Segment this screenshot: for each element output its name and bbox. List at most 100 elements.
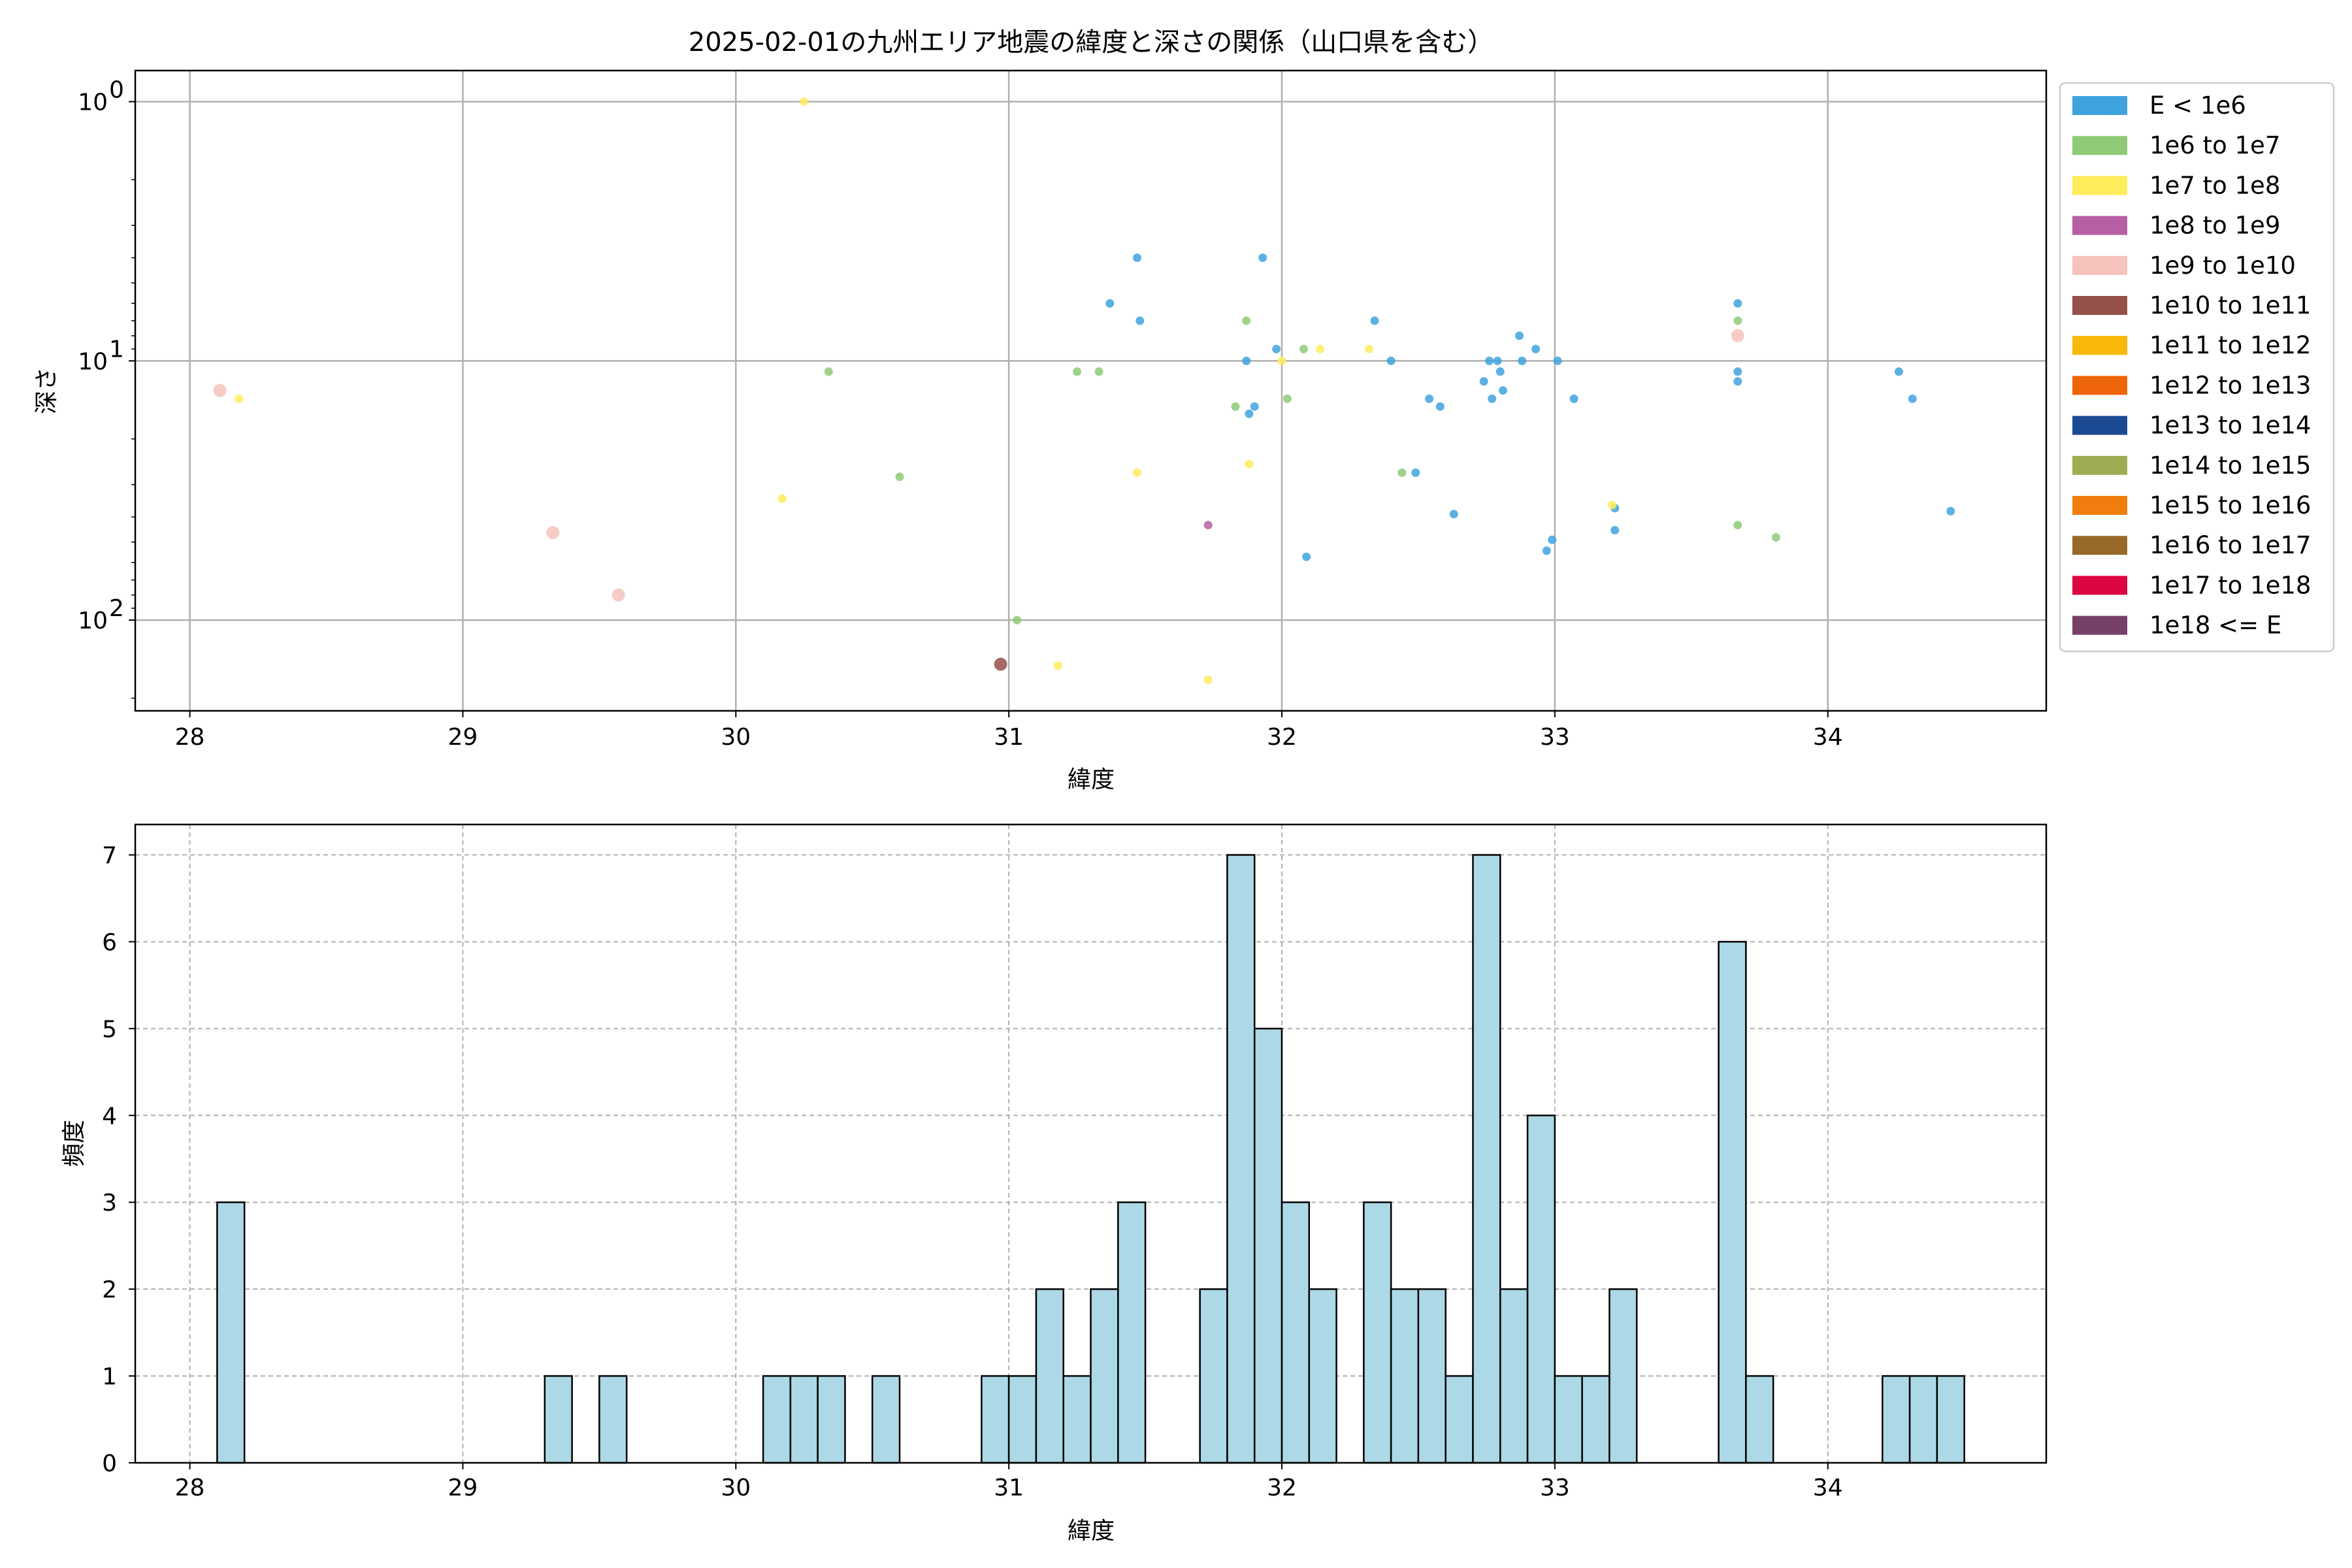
histogram-x-tick-label: 33 (1540, 1475, 1570, 1501)
scatter-point (1531, 344, 1541, 353)
histogram-bar (1581, 1375, 1610, 1464)
scatter-point (1245, 409, 1254, 418)
histogram-bar (1718, 941, 1747, 1464)
scatter-point (1242, 356, 1251, 365)
histogram-bar (1253, 1028, 1283, 1464)
scatter-point (1299, 344, 1308, 353)
legend-swatch (2072, 176, 2127, 195)
scatter-point (1733, 521, 1742, 530)
scatter-point (1053, 661, 1062, 670)
legend-swatch (2072, 376, 2127, 395)
scatter-x-tick-label: 32 (1267, 724, 1297, 751)
legend-items: E < 1e6 1e6 to 1e7 1e7 to 1e8 1e8 to 1e9 1e9… (2072, 91, 2311, 640)
scatter-y-tick-exponent: 0 (109, 77, 124, 104)
histogram-bar (1090, 1288, 1119, 1464)
histogram-bar (1281, 1201, 1311, 1464)
scatter-point (1242, 316, 1251, 325)
legend-swatch (2072, 576, 2127, 595)
scatter-x-ticks: 28 29 30 31 32 33 34 (175, 711, 1843, 751)
histogram-bar (1363, 1201, 1392, 1464)
scatter-point (1493, 356, 1502, 365)
scatter-point (235, 394, 244, 403)
histogram-bar (1609, 1288, 1638, 1464)
histogram-bar (1499, 1288, 1529, 1464)
scatter-point (1495, 367, 1505, 376)
legend-entry: 1e15 to 1e16 (2072, 491, 2311, 519)
histogram-bar (1199, 1288, 1228, 1464)
scatter-point (1894, 367, 1903, 376)
scatter-y-tick-label: 10 0 (78, 77, 124, 116)
scatter-point (1231, 402, 1240, 411)
scatter-point (1498, 386, 1507, 395)
histogram-y-tick-label: 2 (102, 1277, 117, 1303)
legend-label: E < 1e6 (2149, 91, 2246, 120)
legend-swatch (2072, 336, 2127, 355)
scatter-point (1488, 394, 1497, 403)
scatter-x-tick-label: 34 (1813, 724, 1843, 751)
scatter-point (1733, 299, 1742, 308)
histogram-y-tick-label: 5 (102, 1016, 117, 1043)
scatter-point (777, 494, 787, 503)
scatter-point (1548, 535, 1557, 544)
scatter-point (800, 97, 809, 106)
histogram-bar (817, 1375, 846, 1464)
histogram-x-tick-label: 30 (721, 1475, 751, 1501)
histogram-bar (598, 1375, 628, 1464)
scatter-point (612, 588, 625, 602)
histogram-x-tick-label: 28 (175, 1475, 205, 1501)
scatter-point (1449, 510, 1458, 519)
scatter-point (1731, 329, 1744, 342)
scatter-point (1946, 506, 1955, 515)
histogram-bar (1882, 1375, 1911, 1464)
scatter-frame (134, 69, 2048, 712)
legend-label: 1e18 <= E (2149, 612, 2281, 640)
scatter-point (1411, 468, 1420, 478)
scatter-point (1608, 500, 1617, 510)
histogram-bars (216, 854, 1965, 1464)
scatter-point (994, 657, 1007, 671)
scatter-x-tick-label: 28 (175, 724, 205, 751)
scatter-point (1518, 356, 1527, 365)
scatter-points (213, 97, 1955, 685)
histogram-y-tick-label: 6 (102, 929, 117, 956)
legend-swatch (2072, 536, 2127, 555)
legend-frame (2059, 82, 2335, 653)
scatter-point (1245, 459, 1254, 468)
legend-swatch (2072, 96, 2127, 115)
scatter-point (1133, 253, 1142, 262)
legend-label: 1e9 to 1e10 (2149, 252, 2296, 280)
legend-label: 1e14 to 1e15 (2149, 451, 2311, 480)
legend-entry: 1e11 to 1e12 (2072, 331, 2311, 359)
scatter-x-tick-label: 31 (994, 724, 1024, 751)
histogram-x-tick-label: 32 (1267, 1475, 1297, 1501)
histogram-bar (1007, 1375, 1037, 1464)
legend-swatch (2072, 455, 2127, 475)
histogram-y-tick-label: 4 (102, 1103, 117, 1130)
legend-label: 1e8 to 1e9 (2149, 212, 2280, 240)
scatter-point (1397, 468, 1407, 478)
scatter-point (1386, 356, 1396, 365)
scatter-point (1133, 468, 1142, 478)
scatter-point (1553, 356, 1562, 365)
scatter-point (1733, 367, 1742, 376)
legend-label: 1e16 to 1e17 (2149, 531, 2311, 559)
scatter-point (1277, 356, 1286, 365)
histogram-bar (1117, 1201, 1147, 1464)
legend-entry: 1e16 to 1e17 (2072, 531, 2311, 559)
legend-swatch (2072, 255, 2127, 275)
legend-swatch (2072, 496, 2127, 515)
scatter-point (1435, 402, 1445, 411)
histogram-bar (1936, 1375, 1965, 1464)
scatter-point (1485, 356, 1494, 365)
legend-entry: 1e8 to 1e9 (2072, 212, 2280, 240)
legend-label: 1e13 to 1e14 (2149, 412, 2311, 440)
legend-swatch (2072, 216, 2127, 235)
legend-entry: 1e10 to 1e11 (2072, 291, 2311, 319)
scatter-y-tick-base: 10 (78, 90, 108, 116)
scatter-y-tick-label: 10 1 (78, 336, 124, 375)
histogram-y-ticks: 0 1 2 3 4 5 6 7 (102, 843, 135, 1477)
histogram-bar (762, 1375, 792, 1464)
scatter-point (1610, 526, 1620, 535)
